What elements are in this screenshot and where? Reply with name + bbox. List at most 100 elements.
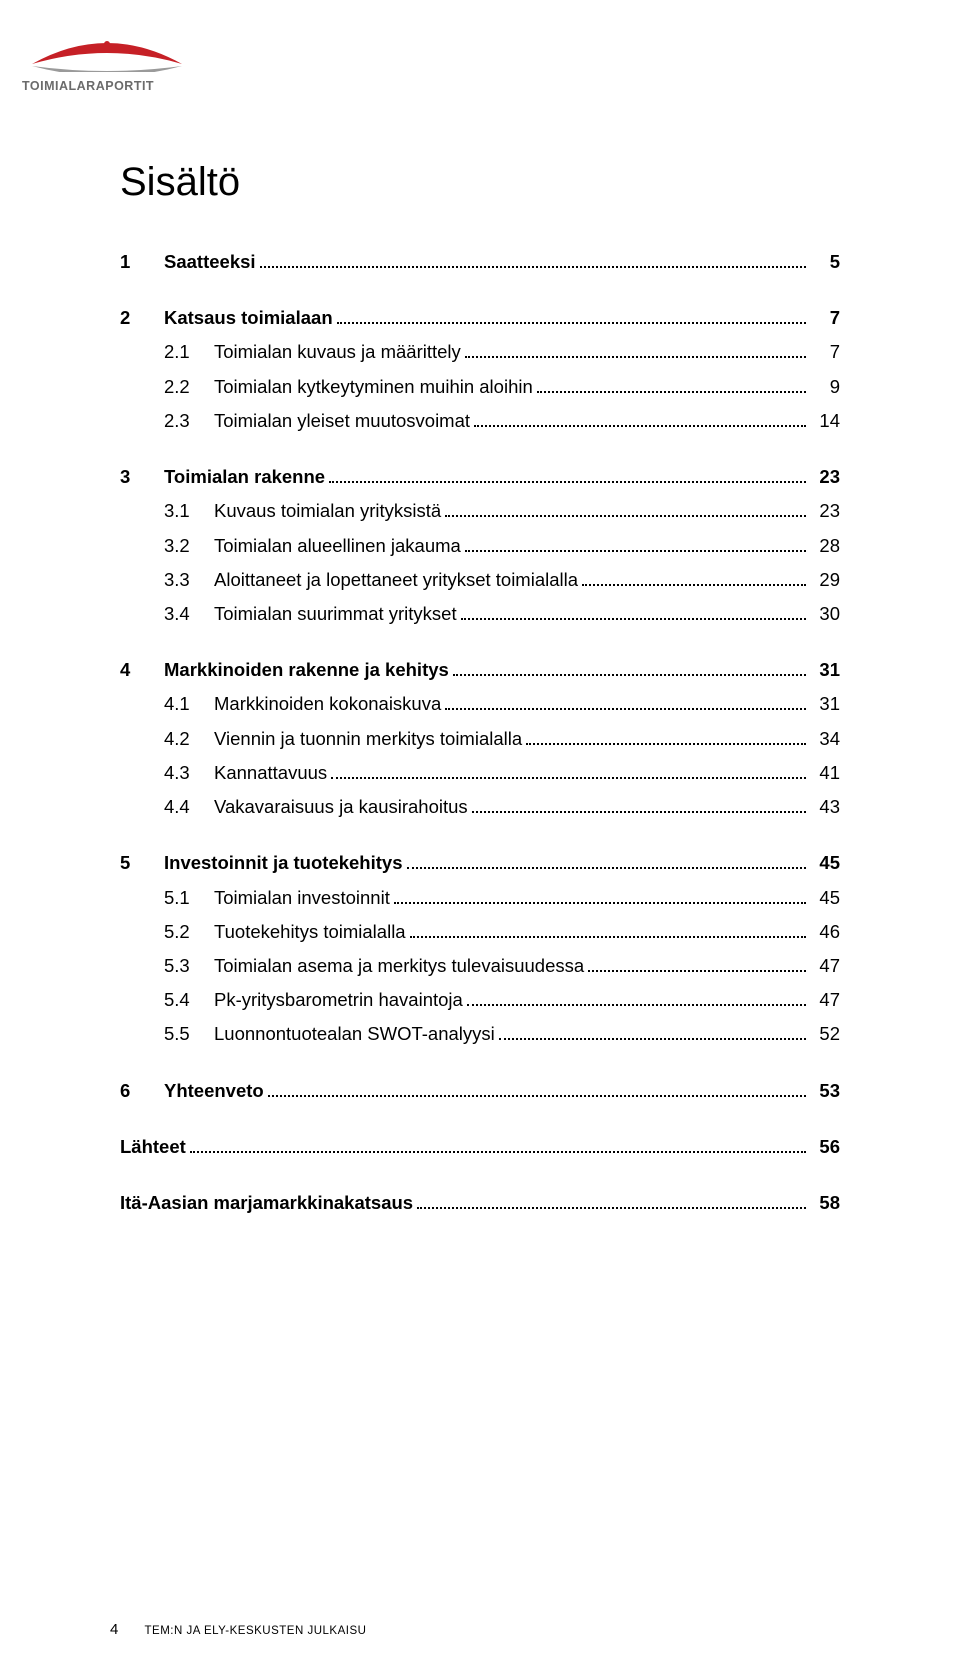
toc-page: 41 (810, 756, 840, 790)
page: TOIMIALARAPORTIT Sisältö 1 Saatteeksi 5 … (0, 0, 960, 1680)
toc-page: 34 (810, 722, 840, 756)
toc-page: 46 (810, 915, 840, 949)
toc-num: 5 (120, 846, 164, 880)
toc-num: 5.3 (164, 949, 214, 983)
toc-item: 3.3 Aloittaneet ja lopettaneet yritykset… (120, 563, 840, 597)
toc-label: Toimialan suurimmat yritykset (214, 597, 457, 631)
toc-section: 3 Toimialan rakenne 23 3.1 Kuvaus toimia… (120, 460, 840, 631)
page-title: Sisältö (110, 160, 850, 205)
toc-page: 31 (810, 687, 840, 721)
toc-leader (588, 959, 806, 972)
toc-label: Viennin ja tuonnin merkitys toimialalla (214, 722, 522, 756)
toc-page: 53 (810, 1074, 840, 1108)
toc-page: 23 (810, 494, 840, 528)
toc-leader (445, 697, 806, 710)
toc-num: 4.4 (164, 790, 214, 824)
toc-label: Toimialan yleiset muutosvoimat (214, 404, 470, 438)
toc-leader (474, 414, 806, 427)
toc-num: 3.3 (164, 563, 214, 597)
toc-num: 4 (120, 653, 164, 687)
toc-leader (410, 925, 806, 938)
toc-item: 2.1 Toimialan kuvaus ja määrittely 7 (120, 335, 840, 369)
toc-page: 47 (810, 949, 840, 983)
toc-label: Tuotekehitys toimialalla (214, 915, 406, 949)
toc-leader (260, 255, 806, 268)
toc-label: Kuvaus toimialan yrityksistä (214, 494, 441, 528)
toc-item: 5.3 Toimialan asema ja merkitys tulevais… (120, 949, 840, 983)
toc-page: 45 (810, 846, 840, 880)
toc-item: 5.2 Tuotekehitys toimialalla 46 (120, 915, 840, 949)
brand-swoosh-icon (22, 36, 192, 72)
toc-leader (472, 800, 806, 813)
toc-label: Lähteet (120, 1130, 186, 1164)
toc-leader (537, 380, 806, 393)
toc-item: 4.1 Markkinoiden kokonaiskuva 31 (120, 687, 840, 721)
toc-leader (417, 1196, 806, 1209)
toc-page: 29 (810, 563, 840, 597)
toc-page: 30 (810, 597, 840, 631)
toc-item: 2.3 Toimialan yleiset muutosvoimat 14 (120, 404, 840, 438)
toc-item: 4.4 Vakavaraisuus ja kausirahoitus 43 (120, 790, 840, 824)
toc-num: 4.1 (164, 687, 214, 721)
toc-page: 9 (810, 370, 840, 404)
toc-page: 31 (810, 653, 840, 687)
toc-page: 52 (810, 1017, 840, 1051)
toc-page: 58 (810, 1186, 840, 1220)
toc-item: 3.1 Kuvaus toimialan yrityksistä 23 (120, 494, 840, 528)
toc-label: Vakavaraisuus ja kausirahoitus (214, 790, 468, 824)
toc-num: 2 (120, 301, 164, 335)
toc-item: 5.4 Pk-yritysbarometrin havaintoja 47 (120, 983, 840, 1017)
toc-heading: 4 Markkinoiden rakenne ja kehitys 31 (120, 653, 840, 687)
toc-page: 45 (810, 881, 840, 915)
toc-label: Itä-Aasian marjamarkkinakatsaus (120, 1186, 413, 1220)
toc-num: 6 (120, 1074, 164, 1108)
toc-num: 1 (120, 245, 164, 279)
toc-leader (582, 573, 806, 586)
toc-leader (407, 856, 807, 869)
page-number: 4 (110, 1621, 118, 1638)
toc-leader (453, 663, 806, 676)
toc-label: Toimialan kuvaus ja määrittely (214, 335, 461, 369)
toc-label: Markkinoiden rakenne ja kehitys (164, 653, 449, 687)
toc-page: 23 (810, 460, 840, 494)
toc-item: 3.2 Toimialan alueellinen jakauma 28 (120, 529, 840, 563)
toc-num: 2.1 (164, 335, 214, 369)
toc-label: Pk-yritysbarometrin havaintoja (214, 983, 463, 1017)
toc-leader (445, 504, 806, 517)
toc-leader (499, 1027, 806, 1040)
toc-label: Toimialan kytkeytyminen muihin aloihin (214, 370, 533, 404)
toc-num: 5.4 (164, 983, 214, 1017)
toc-item: 4.3 Kannattavuus 41 (120, 756, 840, 790)
toc-leader (461, 607, 806, 620)
toc-num: 2.3 (164, 404, 214, 438)
toc-heading: Lähteet 56 (120, 1130, 840, 1164)
brand-logo: TOIMIALARAPORTIT (22, 36, 222, 93)
toc-label: Yhteenveto (164, 1074, 264, 1108)
toc-label: Toimialan alueellinen jakauma (214, 529, 461, 563)
toc-num: 3.2 (164, 529, 214, 563)
toc-label: Katsaus toimialaan (164, 301, 333, 335)
toc-section: Lähteet 56 (120, 1130, 840, 1164)
toc-num: 4.2 (164, 722, 214, 756)
toc-label: Toimialan investoinnit (214, 881, 390, 915)
toc-section: 1 Saatteeksi 5 (120, 245, 840, 279)
table-of-contents: 1 Saatteeksi 5 2 Katsaus toimialaan 7 2.… (110, 245, 850, 1220)
toc-section: 6 Yhteenveto 53 (120, 1074, 840, 1108)
toc-page: 5 (810, 245, 840, 279)
toc-label: Investoinnit ja tuotekehitys (164, 846, 403, 880)
toc-label: Aloittaneet ja lopettaneet yritykset toi… (214, 563, 578, 597)
toc-leader (467, 993, 806, 1006)
toc-item: 5.5 Luonnontuotealan SWOT-analyysi 52 (120, 1017, 840, 1051)
toc-label: Saatteeksi (164, 245, 256, 279)
toc-num: 5.5 (164, 1017, 214, 1051)
toc-section: 5 Investoinnit ja tuotekehitys 45 5.1 To… (120, 846, 840, 1051)
brand-text: TOIMIALARAPORTIT (22, 79, 222, 93)
toc-heading: 3 Toimialan rakenne 23 (120, 460, 840, 494)
publisher-text: TEM:N JA ELY-KESKUSTEN JULKAISU (145, 1625, 367, 1637)
toc-num: 5.1 (164, 881, 214, 915)
toc-leader (331, 766, 806, 779)
toc-leader (329, 470, 806, 483)
toc-num: 3.1 (164, 494, 214, 528)
toc-item: 4.2 Viennin ja tuonnin merkitys toimiala… (120, 722, 840, 756)
toc-section: Itä-Aasian marjamarkkinakatsaus 58 (120, 1186, 840, 1220)
